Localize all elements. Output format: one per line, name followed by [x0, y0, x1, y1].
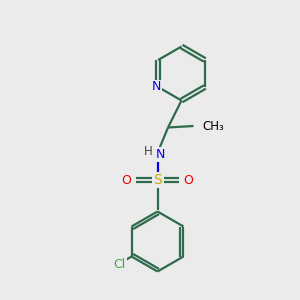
Text: H: H [143, 145, 152, 158]
Text: O: O [122, 173, 131, 187]
Text: N: N [156, 148, 165, 161]
Text: N: N [152, 80, 161, 94]
Text: O: O [184, 173, 193, 187]
Text: S: S [153, 173, 162, 187]
Text: CH₃: CH₃ [202, 119, 224, 133]
Text: Cl: Cl [113, 258, 126, 272]
